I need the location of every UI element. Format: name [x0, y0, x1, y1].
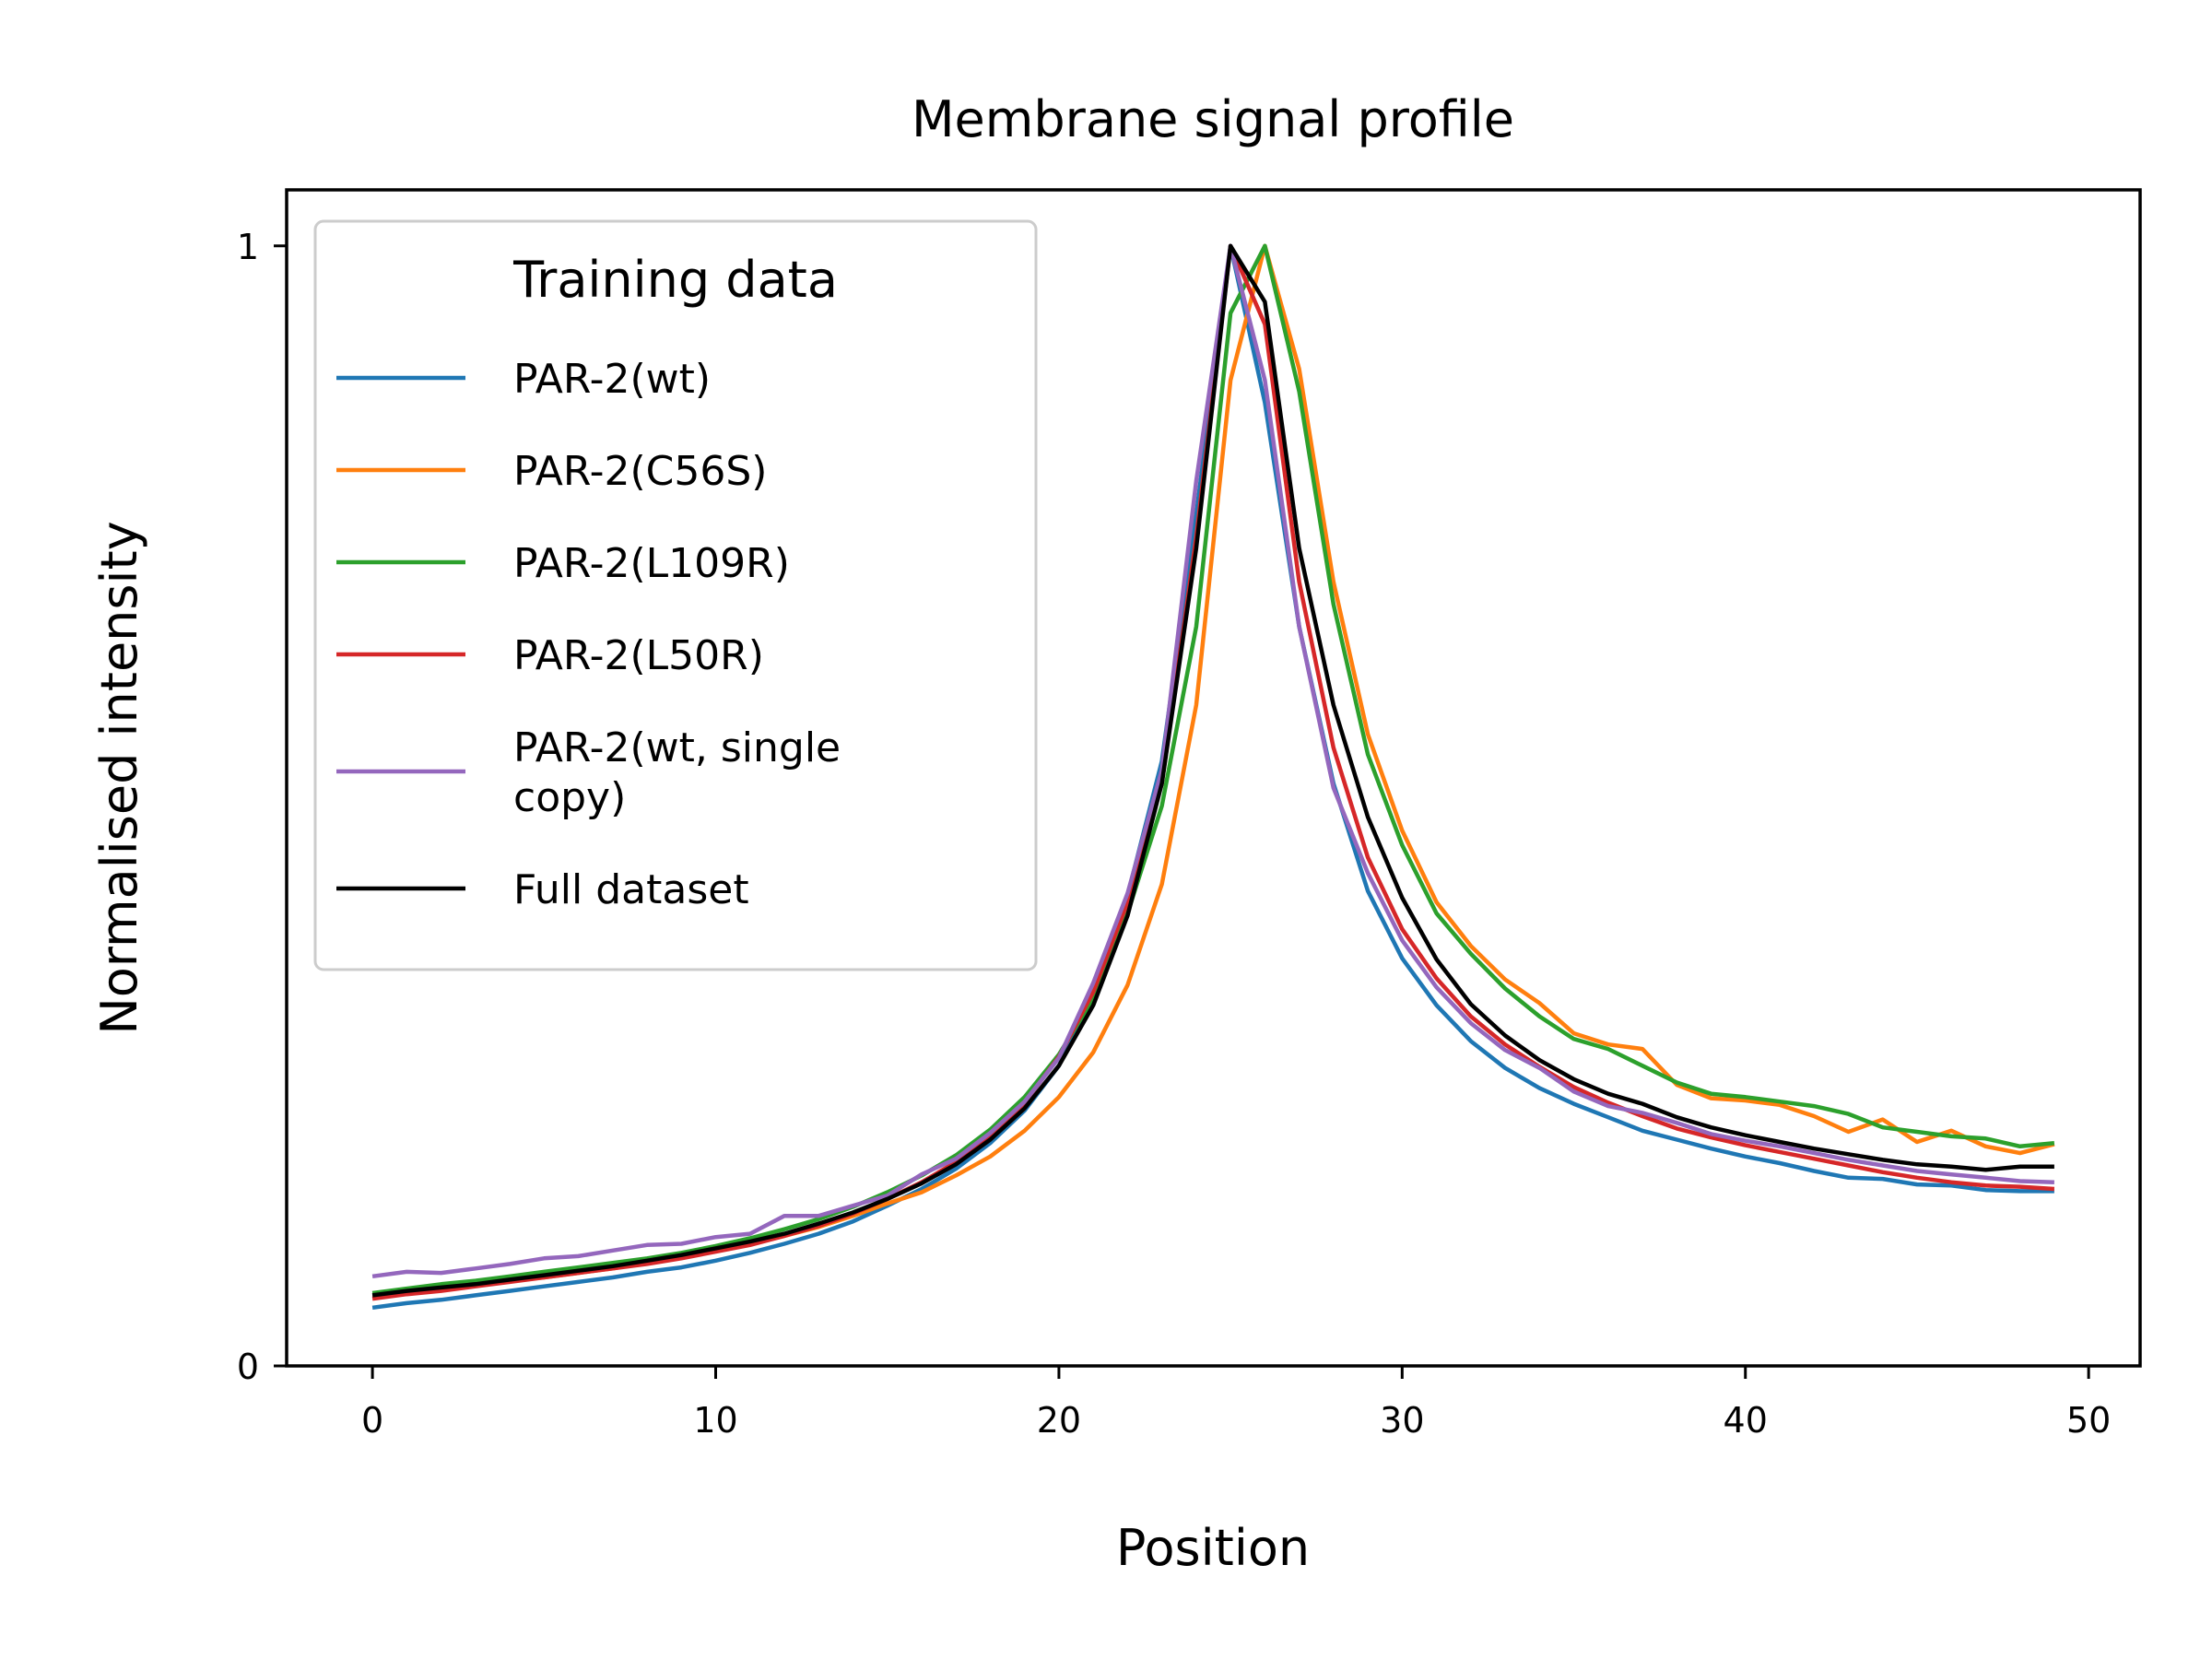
legend-label-par-2-l50r: PAR-2(L50R) [513, 632, 764, 679]
x-tick-label: 30 [1380, 1400, 1424, 1441]
x-axis: 0 10 20 30 40 50 [361, 1366, 2111, 1441]
series-layer [371, 243, 2055, 1311]
legend-label-par-2-wt: PAR-2(wt) [513, 356, 711, 403]
x-tick-label: 0 [361, 1400, 383, 1441]
legend-items: PAR-2(wt) PAR-2(C56S) PAR-2(L109R) PAR-2(L5… [336, 356, 841, 913]
legend-label-full-dataset: Full dataset [513, 866, 749, 913]
legend-label-par-2-c56s: PAR-2(C56S) [513, 448, 767, 495]
series-line-par-2-wt-single-copy [371, 243, 2054, 1279]
chart-title: Membrane signal profile [912, 90, 1514, 148]
legend-box [313, 219, 1038, 971]
legend-title: Training data [512, 251, 838, 309]
y-tick-label: 1 [237, 227, 259, 267]
y-axis: 01 [237, 227, 287, 1387]
x-tick-label: 40 [1724, 1400, 1768, 1441]
x-axis-title: Position [1116, 1519, 1310, 1577]
series-line-par-2-l109r [371, 243, 2055, 1296]
y-axis-title: Normalised intensity [90, 521, 148, 1034]
y-tick-label: 0 [237, 1347, 259, 1387]
plot-area-frame [285, 188, 2142, 1368]
legend-label-par-2-wt-single-copy: PAR-2(wt, single copy) [513, 724, 841, 821]
x-tick-label: 50 [2066, 1400, 2111, 1441]
x-tick-label: 20 [1037, 1400, 1081, 1441]
legend-label-par-2-l109r: PAR-2(L109R) [513, 540, 790, 587]
series-line-full-dataset [371, 243, 2054, 1298]
x-tick-label: 10 [693, 1400, 737, 1441]
legend: Training data PAR-2(wt)PAR-2(C56S)PAR-2(… [313, 219, 1038, 971]
